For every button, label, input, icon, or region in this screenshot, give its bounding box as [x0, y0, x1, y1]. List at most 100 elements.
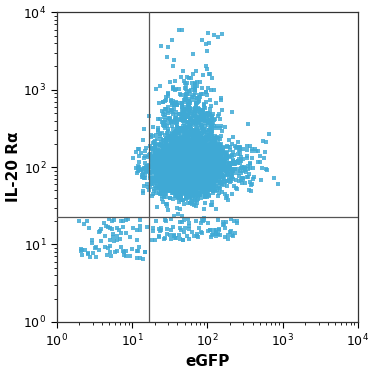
Point	[164, 159, 170, 165]
Point	[202, 169, 208, 175]
Point	[185, 162, 191, 168]
Point	[194, 172, 200, 178]
Point	[181, 176, 187, 182]
Point	[185, 149, 191, 155]
Point	[172, 169, 178, 175]
Point	[144, 168, 150, 174]
Point	[189, 138, 195, 144]
Point	[201, 177, 207, 183]
Point	[191, 175, 197, 181]
Point	[182, 168, 188, 174]
Point	[197, 161, 203, 167]
Point	[156, 168, 162, 174]
Point	[198, 112, 204, 118]
Point	[186, 184, 192, 190]
Point	[192, 191, 198, 197]
Point	[186, 158, 192, 164]
Point	[188, 183, 194, 189]
Point	[188, 175, 194, 181]
Point	[180, 170, 186, 176]
Point	[164, 160, 170, 166]
Point	[208, 153, 214, 159]
Point	[150, 191, 156, 197]
Point	[173, 184, 179, 190]
Point	[188, 171, 194, 177]
Point	[207, 165, 213, 171]
Point	[193, 168, 199, 174]
Point	[159, 160, 165, 166]
Point	[190, 178, 196, 184]
Point	[184, 194, 190, 200]
Point	[189, 176, 195, 182]
Point	[177, 165, 183, 171]
Point	[177, 181, 183, 187]
Point	[174, 177, 180, 183]
Point	[193, 183, 199, 189]
Point	[190, 162, 196, 168]
Point	[162, 160, 168, 166]
Point	[184, 177, 190, 183]
Point	[146, 152, 152, 158]
Point	[179, 186, 185, 192]
Point	[193, 153, 199, 159]
Point	[174, 152, 180, 158]
Point	[172, 181, 178, 187]
Point	[182, 147, 188, 153]
Point	[201, 157, 207, 163]
Point	[203, 164, 209, 170]
Point	[171, 160, 177, 166]
Point	[179, 148, 185, 154]
Point	[148, 157, 154, 163]
Point	[150, 166, 156, 172]
Point	[191, 146, 197, 152]
Point	[186, 180, 192, 186]
Point	[192, 169, 198, 175]
Point	[168, 178, 174, 184]
Point	[206, 146, 212, 152]
Point	[188, 178, 194, 184]
Point	[192, 165, 198, 171]
Point	[181, 165, 187, 171]
Point	[154, 172, 160, 178]
Point	[151, 168, 157, 174]
Point	[214, 150, 220, 156]
Point	[207, 150, 213, 156]
Point	[197, 163, 203, 169]
Point	[182, 111, 188, 117]
Point	[230, 170, 236, 176]
Point	[195, 165, 201, 171]
Point	[187, 175, 193, 181]
Point	[167, 195, 173, 201]
Point	[197, 177, 203, 183]
Point	[166, 143, 172, 149]
Point	[198, 164, 204, 170]
Point	[145, 165, 151, 171]
Point	[209, 150, 214, 156]
Point	[183, 188, 189, 194]
Point	[175, 145, 181, 151]
Point	[186, 164, 192, 170]
Point	[199, 177, 205, 183]
Point	[193, 172, 199, 178]
Point	[209, 140, 215, 146]
Point	[192, 92, 198, 98]
Point	[201, 167, 207, 173]
Point	[196, 167, 202, 173]
Point	[171, 166, 177, 172]
Point	[174, 166, 180, 172]
Point	[184, 169, 190, 175]
Point	[170, 164, 176, 170]
Point	[212, 162, 218, 168]
Point	[199, 182, 205, 188]
Point	[173, 192, 179, 198]
Point	[194, 137, 200, 143]
Point	[184, 149, 190, 155]
Point	[206, 171, 212, 177]
Point	[189, 172, 195, 178]
Point	[185, 152, 191, 158]
Point	[192, 172, 198, 178]
Point	[197, 155, 203, 161]
Point	[151, 139, 157, 145]
Point	[168, 136, 174, 142]
Point	[186, 168, 192, 174]
